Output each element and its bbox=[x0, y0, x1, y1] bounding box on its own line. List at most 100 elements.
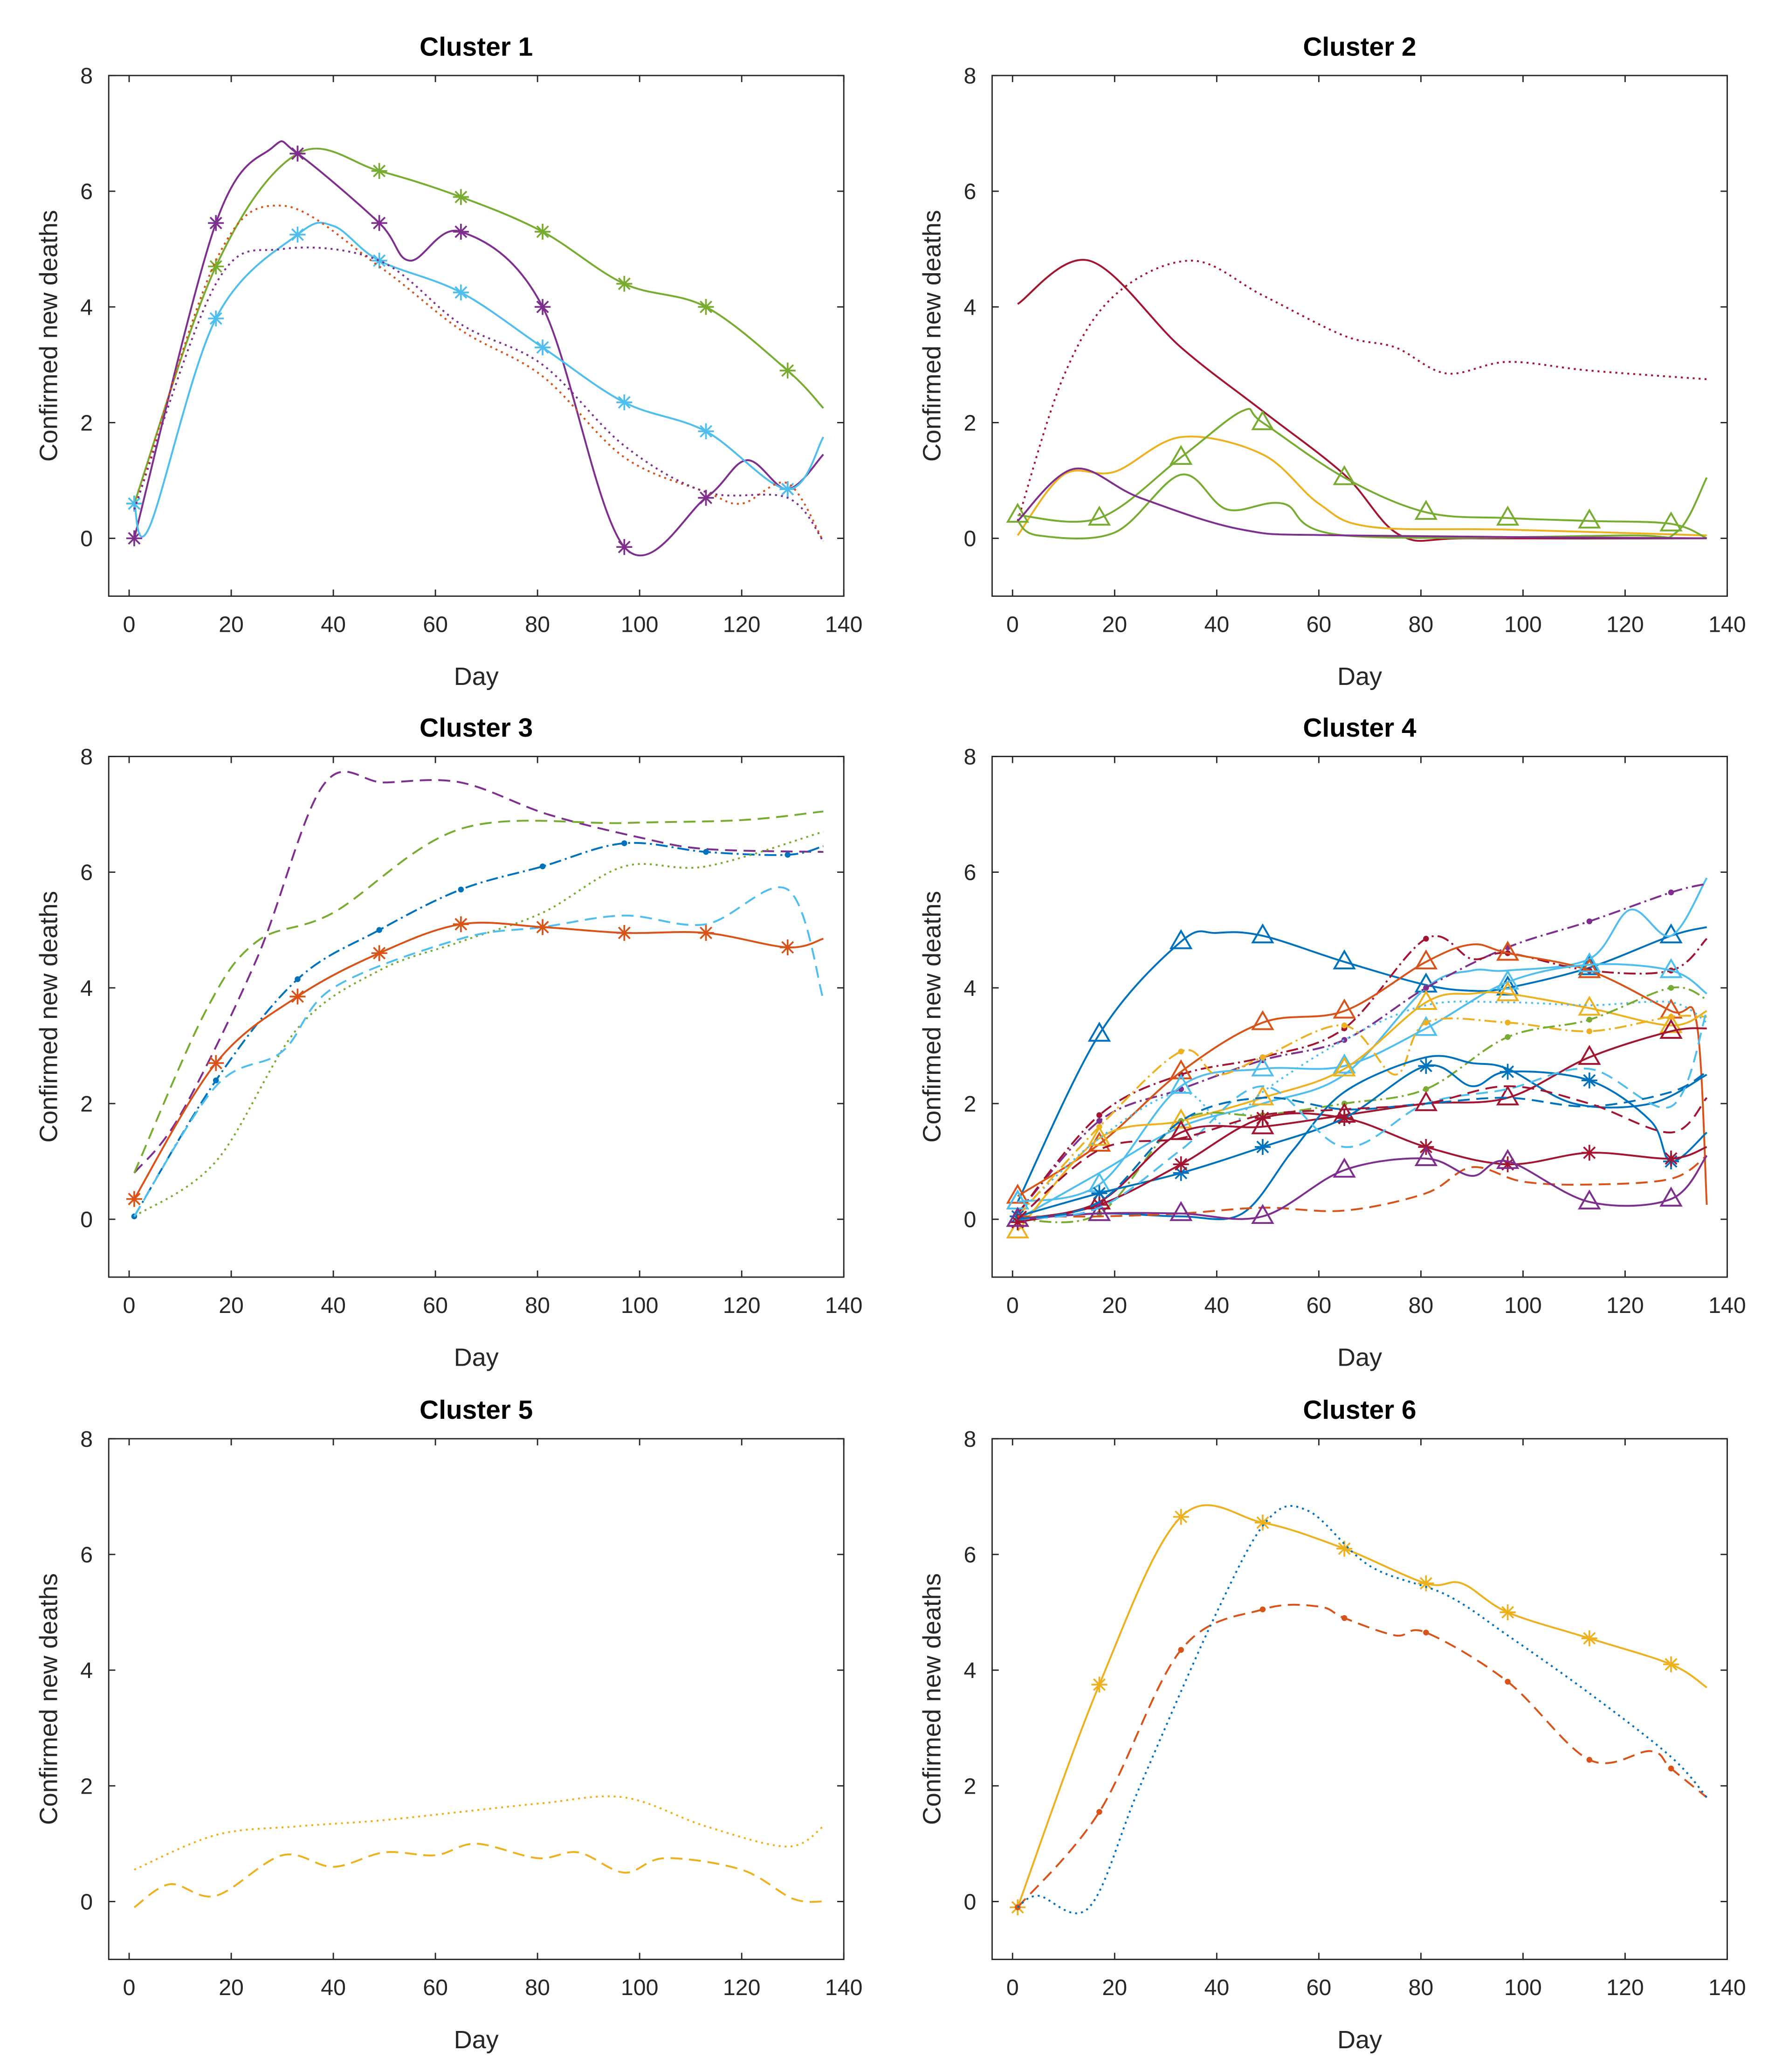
x-tick-label: 120 bbox=[723, 1293, 761, 1318]
x-tick-label: 60 bbox=[1306, 1293, 1331, 1318]
x-tick-label: 20 bbox=[219, 1975, 244, 2000]
data-point-dot bbox=[295, 976, 301, 982]
series-line bbox=[133, 921, 824, 1200]
y-tick-label: 4 bbox=[80, 1658, 93, 1683]
y-tick-label: 6 bbox=[80, 179, 93, 204]
series-line bbox=[1017, 963, 1707, 1203]
data-point-triangle bbox=[1659, 1186, 1683, 1207]
series-line bbox=[1018, 407, 1707, 539]
x-tick-label: 80 bbox=[525, 1975, 550, 2000]
data-point-triangle bbox=[1333, 1053, 1356, 1074]
y-tick-label: 0 bbox=[964, 1889, 977, 1914]
x-tick-label: 140 bbox=[825, 1975, 863, 2000]
axes-box bbox=[108, 1438, 845, 1960]
data-point-asterisk bbox=[616, 925, 633, 941]
data-point-triangle bbox=[1087, 1022, 1111, 1042]
data-point-asterisk bbox=[453, 284, 469, 301]
x-tick-label: 60 bbox=[423, 1975, 448, 2000]
y-tick-label: 6 bbox=[964, 1542, 977, 1568]
data-point-triangle bbox=[1333, 949, 1356, 970]
data-point-asterisk bbox=[453, 916, 469, 932]
series-line bbox=[133, 771, 824, 1174]
data-point-asterisk bbox=[1336, 1540, 1353, 1557]
data-point-triangle bbox=[1496, 940, 1520, 961]
x-tick-label: 140 bbox=[825, 612, 863, 637]
data-point-dot bbox=[1096, 1124, 1102, 1130]
series-line bbox=[1017, 259, 1707, 542]
data-point-dot bbox=[1586, 1028, 1593, 1035]
data-point-triangle bbox=[1414, 990, 1438, 1010]
data-point-asterisk bbox=[1418, 1058, 1434, 1074]
subplot-cluster-1: 0 20 40 60 80 100 120 140 0 2 4 6 8 Cluster 1 Day Confi… bbox=[34, 32, 862, 691]
series-line bbox=[134, 1795, 824, 1871]
data-point-triangle bbox=[1251, 923, 1274, 944]
y-axis-label: Confirmed new deaths bbox=[918, 891, 946, 1143]
data-point-dot bbox=[458, 886, 464, 893]
data-point-asterisk bbox=[1173, 1165, 1189, 1181]
y-tick-label: 4 bbox=[964, 976, 977, 1001]
data-point-triangle bbox=[1659, 1019, 1683, 1039]
y-tick-label: 4 bbox=[964, 1658, 977, 1683]
x-tick-label: 20 bbox=[219, 1293, 244, 1318]
data-point-asterisk bbox=[289, 145, 306, 162]
data-point-triangle bbox=[1087, 1126, 1111, 1146]
x-tick-label: 120 bbox=[1606, 1975, 1644, 2000]
data-point-dot bbox=[1586, 1016, 1593, 1023]
data-point-triangle bbox=[1169, 1201, 1193, 1221]
subplot-title: Cluster 3 bbox=[420, 713, 533, 743]
x-tick-label: 100 bbox=[1504, 1293, 1542, 1318]
axes-box bbox=[991, 1438, 1728, 1960]
data-point-dot bbox=[539, 863, 546, 870]
x-tick-label: 40 bbox=[321, 612, 346, 637]
data-point-asterisk bbox=[1173, 1509, 1189, 1525]
y-tick-label: 6 bbox=[964, 179, 977, 204]
series-line bbox=[133, 886, 825, 1217]
y-axis-label: Confirmed new deaths bbox=[34, 891, 62, 1143]
x-tick-label: 80 bbox=[525, 1293, 550, 1318]
data-point-asterisk bbox=[1091, 1196, 1108, 1213]
data-point-dot bbox=[1341, 1022, 1348, 1029]
x-tick-label: 100 bbox=[621, 612, 659, 637]
y-tick-label: 6 bbox=[80, 1542, 93, 1568]
data-point-triangle bbox=[1333, 1157, 1356, 1178]
axes-box bbox=[991, 75, 1728, 597]
series-line bbox=[1018, 1154, 1707, 1218]
y-tick-label: 4 bbox=[80, 976, 93, 1001]
data-point-asterisk bbox=[1663, 1150, 1679, 1167]
data-point-triangle bbox=[1087, 1201, 1111, 1221]
x-axis-label: Day bbox=[454, 1344, 499, 1372]
data-point-triangle bbox=[1496, 969, 1520, 990]
data-point-asterisk bbox=[453, 189, 469, 205]
data-point-asterisk bbox=[1173, 1156, 1189, 1173]
data-point-triangle bbox=[1578, 995, 1601, 1016]
x-axis-label: Day bbox=[454, 663, 499, 691]
x-tick-label: 60 bbox=[1306, 612, 1331, 637]
series-line bbox=[1018, 1155, 1708, 1221]
series-line bbox=[1017, 935, 1708, 1214]
x-tick-label: 80 bbox=[1409, 612, 1434, 637]
data-point-dot bbox=[1014, 1904, 1021, 1911]
data-point-triangle bbox=[1578, 1044, 1601, 1065]
series-line bbox=[1017, 1000, 1707, 1215]
data-point-triangle bbox=[1251, 1114, 1274, 1134]
y-tick-label: 6 bbox=[964, 860, 977, 885]
x-tick-label: 0 bbox=[1006, 1293, 1019, 1318]
series-line bbox=[1017, 1504, 1707, 1908]
y-axis-label: Confirmed new deaths bbox=[34, 1573, 62, 1825]
data-point-asterisk bbox=[616, 539, 633, 555]
data-point-dot bbox=[1178, 1647, 1184, 1653]
data-point-asterisk bbox=[535, 223, 551, 240]
series-line bbox=[133, 1843, 824, 1908]
subplot-title: Cluster 1 bbox=[420, 32, 533, 62]
data-point-triangle bbox=[1006, 1207, 1029, 1227]
data-point-triangle bbox=[1006, 1218, 1029, 1239]
data-point-asterisk bbox=[779, 481, 796, 497]
y-tick-label: 2 bbox=[80, 1774, 93, 1799]
data-point-asterisk bbox=[1418, 1575, 1434, 1592]
subplot-cluster-6: 0 20 40 60 80 100 120 140 0 2 4 6 8 Cluster 6 Day Confi… bbox=[918, 1395, 1746, 2054]
series-line bbox=[133, 246, 825, 542]
data-point-asterisk bbox=[126, 1191, 143, 1207]
subplot-cluster-3: 0 20 40 60 80 100 120 140 0 2 4 6 8 Cluster 3 Day Confi… bbox=[34, 713, 862, 1372]
y-tick-label: 0 bbox=[964, 1207, 977, 1232]
y-tick-label: 2 bbox=[80, 1091, 93, 1117]
